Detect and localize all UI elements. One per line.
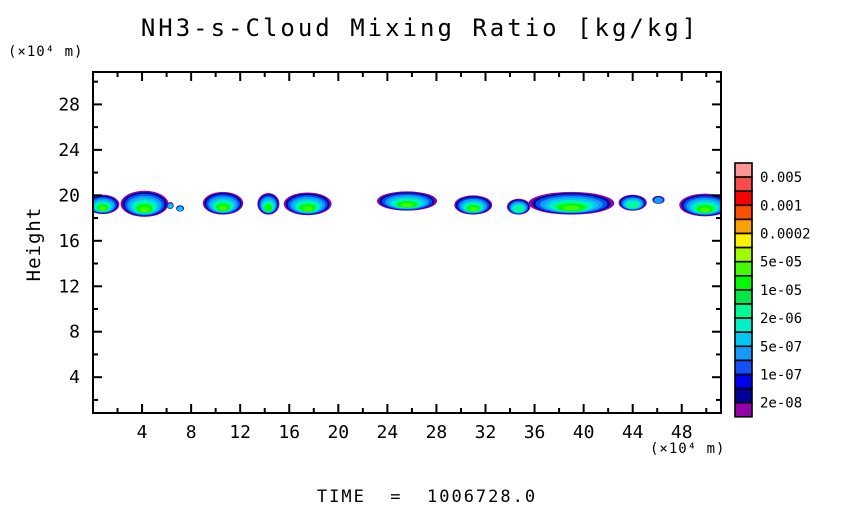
colorbar-label: 2e-08 — [760, 396, 802, 412]
cloud-blob-layer — [177, 206, 183, 211]
y-tick-label: 20 — [58, 185, 80, 206]
cloud-blob-layer — [99, 206, 107, 211]
colorbar-cell — [734, 373, 753, 390]
colorbar-label: 1e-05 — [760, 283, 802, 299]
colorbar-cell — [734, 317, 753, 334]
x-tick-label: 48 — [671, 422, 693, 443]
cloud-blob-layer — [469, 207, 478, 211]
x-tick-label: 16 — [278, 422, 300, 443]
colorbar-cell — [734, 176, 753, 193]
cloud-blob-layer — [626, 201, 639, 209]
colorbar-label: 0.001 — [760, 198, 802, 214]
colorbar-label: 0.0002 — [760, 227, 811, 243]
colorbar-cell — [734, 246, 753, 263]
x-tick-label: 32 — [475, 422, 497, 443]
x-tick-label: 44 — [622, 422, 644, 443]
cloud-blob-layer — [513, 205, 524, 213]
cloud-blob-layer — [400, 203, 414, 208]
colorbar-cell — [734, 345, 753, 362]
y-tick-label: 24 — [58, 140, 80, 161]
colorbar-cell — [734, 303, 753, 319]
colorbar-cell — [734, 359, 753, 376]
cloud-blob-layer — [699, 207, 711, 213]
cloud-blob-layer — [218, 205, 228, 211]
x-axis-unit-label: (×10⁴ m) — [650, 441, 726, 457]
y-tick-label: 4 — [69, 367, 80, 388]
colorbar-cell — [734, 401, 753, 418]
y-axis-unit-label: (×10⁴ m) — [8, 44, 84, 60]
colorbar-cell — [734, 331, 753, 348]
x-tick-label: 8 — [186, 422, 197, 443]
x-tick-label: 28 — [426, 422, 448, 443]
cloud-blob-layer — [139, 206, 150, 212]
y-tick-label: 12 — [58, 276, 80, 297]
colorbar-cell — [734, 162, 753, 178]
x-tick-label: 24 — [377, 422, 399, 443]
colorbar-cell — [734, 387, 753, 404]
cloud-blob-layer — [264, 203, 273, 212]
x-tick-label: 4 — [137, 422, 148, 443]
colorbar-cell — [734, 190, 753, 207]
cloud-blob-layer — [302, 206, 313, 211]
colorbar-label: 2e-06 — [760, 311, 802, 327]
time-label: TIME = 1006728.0 — [316, 487, 538, 507]
colorbar-cell — [734, 289, 753, 305]
y-tick-label: 16 — [58, 231, 80, 252]
colorbar-label: 0.005 — [760, 170, 802, 186]
cloud-blob-layer — [562, 205, 580, 211]
colorbar-cell — [734, 204, 753, 221]
x-tick-label: 40 — [573, 422, 595, 443]
plot-frame — [92, 71, 722, 414]
x-tick-label: 20 — [327, 422, 349, 443]
colorbar-cell — [734, 274, 753, 291]
colorbar-cell — [734, 232, 753, 249]
colorbar-cell — [734, 218, 753, 235]
x-tick-label: 12 — [229, 422, 251, 443]
cloud-blob-layer — [653, 197, 663, 204]
chart-title: NH3-s-Cloud Mixing Ratio [kg/kg] — [140, 14, 700, 42]
cloud-band — [93, 190, 721, 217]
y-tick-label: 8 — [69, 322, 80, 343]
x-tick-label: 36 — [524, 422, 546, 443]
colorbar-label: 5e-05 — [760, 255, 802, 271]
y-tick-label: 28 — [58, 94, 80, 115]
colorbar-label: 1e-07 — [760, 368, 802, 384]
colorbar-cell — [734, 260, 753, 277]
cloud-blob-layer — [168, 204, 173, 209]
colorbar-label: 5e-07 — [760, 339, 802, 355]
